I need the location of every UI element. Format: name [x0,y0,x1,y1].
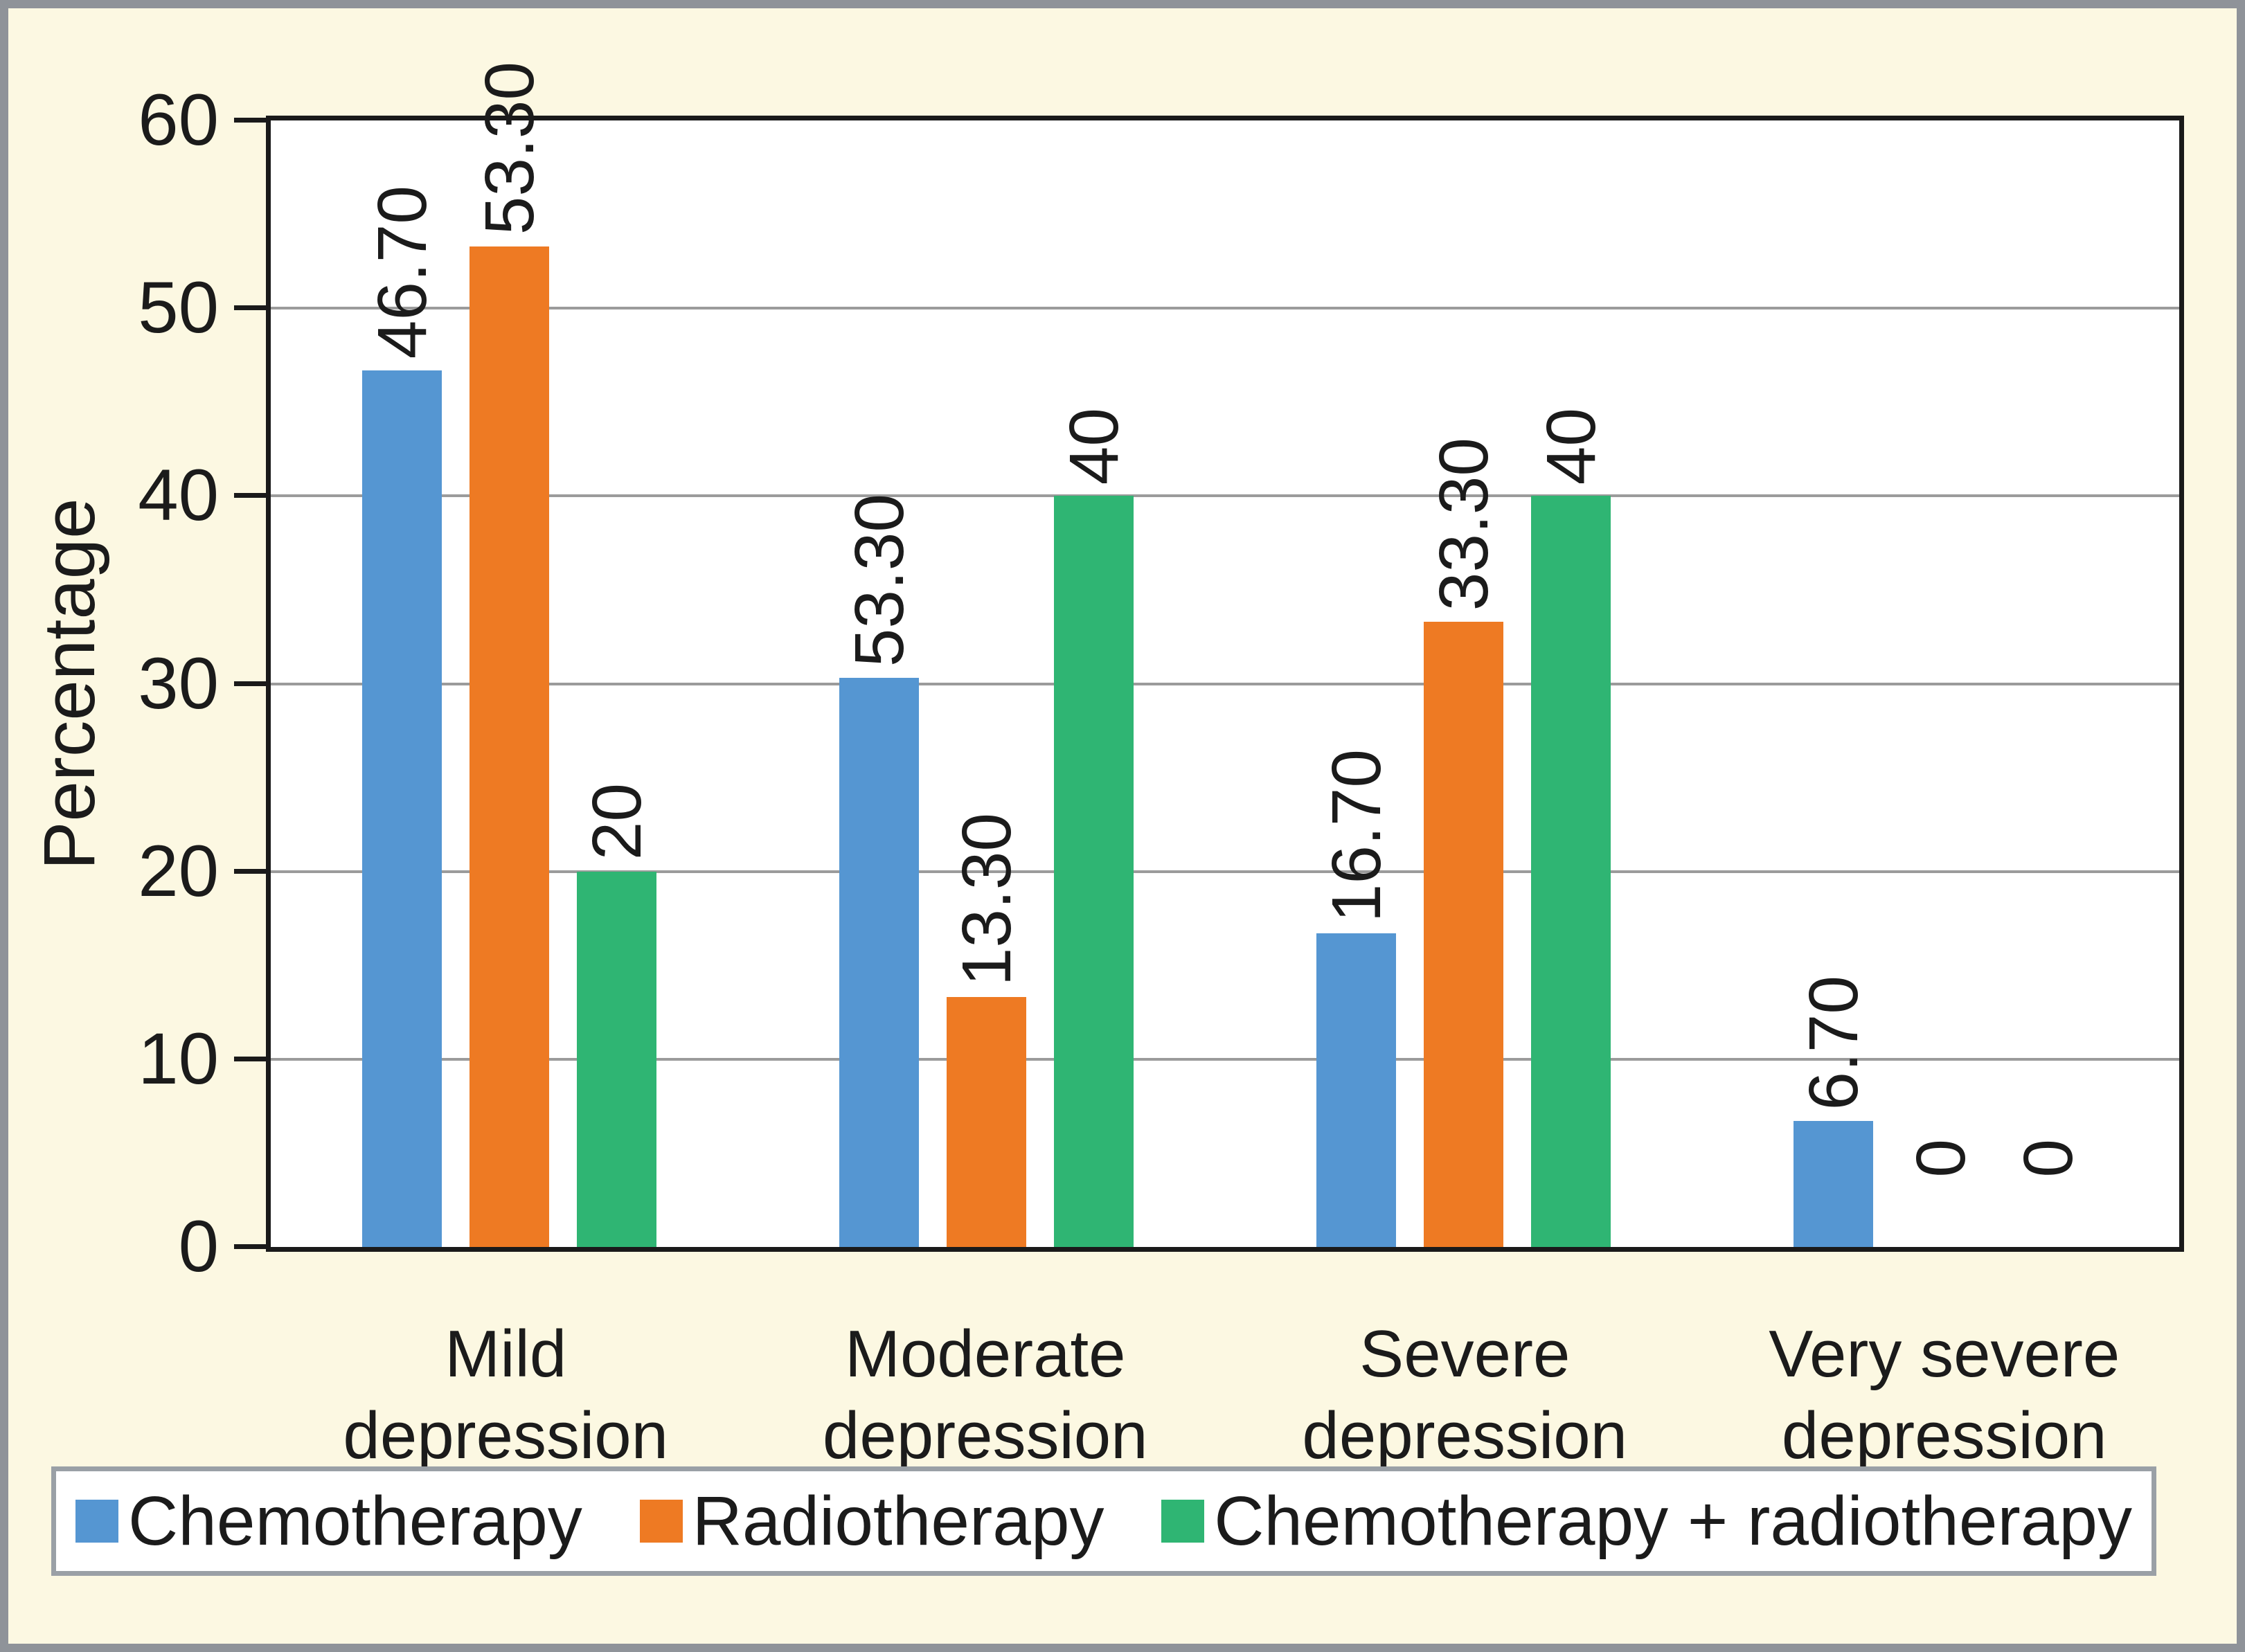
bar-value-label: 0 [2009,1139,2087,1178]
category-label-line: Moderate [844,1317,1126,1391]
category-label-line: depression [1781,1399,2107,1473]
bar-cell: 0 [2008,120,2088,1247]
gridline-30 [271,682,2179,685]
bar [1424,622,1503,1247]
category-label-line: Mild [445,1317,567,1391]
bar-value-label: 13.30 [947,813,1026,987]
y-tick-label-50: 50 [138,267,219,349]
y-tick-50 [234,305,266,311]
bar-value-label: 6.70 [1794,975,1872,1111]
legend: Chemotherapy Radiotherapy Chemotherapy + r… [51,1466,2156,1576]
bar-cell: 33.30 [1424,120,1503,1247]
bar-value-label: 53.30 [470,62,548,235]
category-label-line: Severe [1359,1317,1571,1391]
gridline-40 [271,494,2179,498]
bar-cell: 0 [1901,120,1980,1247]
bar-value-label: 20 [578,783,656,861]
category-label-line: depression [343,1399,669,1473]
gridline-50 [271,307,2179,310]
y-tick-30 [234,681,266,686]
category-label: Severe depression [1225,1313,1705,1477]
y-tick-0 [234,1244,266,1249]
bar [1316,933,1396,1247]
category-label: Mild depression [266,1313,746,1477]
legend-swatch-icon [639,1500,683,1543]
y-tick-label-10: 10 [138,1018,219,1099]
bar-value-label: 33.30 [1424,437,1503,611]
bar-value-label: 46.70 [363,186,441,359]
bar-value-label: 40 [1532,408,1610,485]
y-tick-10 [234,1056,266,1061]
y-tick-label-40: 40 [138,455,219,537]
bar-group-2: 53.30 13.30 40 [748,120,1225,1247]
category-label-line: depression [822,1399,1148,1473]
y-tick-label-30: 30 [138,643,219,724]
bar-cell: 53.30 [839,120,919,1247]
legend-item: Chemotherapy + radiotherapy [1161,1483,2132,1559]
category-label: Very severe depression [1705,1313,2185,1477]
plot-inner: 0 10 20 30 40 50 60 46.70 53.30 20 53.30 13.30 40 16… [138,62,2179,1285]
bar-value-label: 16.70 [1317,748,1395,923]
bar [839,678,919,1247]
bar-group-3: 16.70 33.30 40 [1225,120,1702,1247]
bar-cell: 40 [1531,120,1611,1247]
y-tick-label-20: 20 [138,830,219,912]
category-label: Moderate depression [746,1313,1226,1477]
legend-label: Chemotherapy + radiotherapy [1214,1482,2132,1560]
gridline-10 [271,1057,2179,1061]
category-label-line: depression [1302,1399,1628,1473]
y-tick-label-60: 60 [138,80,219,161]
bar [947,997,1026,1247]
y-tick-20 [234,868,266,874]
y-tick-label-0: 0 [178,1206,219,1287]
plot-area: 0 10 20 30 40 50 60 46.70 53.30 20 53.30 13.30 40 16… [29,62,2184,1285]
bar [1794,1121,1873,1247]
bar [1531,496,1611,1247]
gridline-20 [271,870,2179,873]
legend-item: Radiotherapy [639,1482,1104,1560]
bar-value-label: 40 [1055,408,1133,485]
bar-group-1: 46.70 53.30 20 [271,62,748,1247]
y-tick-40 [234,493,266,499]
bar-cell: 53.30 [469,62,549,1247]
bar-group-4: 6.70 0 0 [1702,120,2179,1247]
bar [577,871,656,1247]
y-tick-60 [234,118,266,123]
bar-cell: 46.70 [362,120,442,1247]
legend-swatch-icon [1161,1500,1205,1543]
bar-value-label: 53.30 [840,494,918,667]
bar-cell: 16.70 [1316,120,1396,1247]
bar-cell: 13.30 [947,120,1026,1247]
bar [469,246,549,1247]
legend-label: Chemotherapy [128,1482,582,1560]
bar-cell: 40 [1054,120,1134,1247]
legend-label: Radiotherapy [692,1482,1104,1560]
legend-swatch-icon [75,1500,118,1543]
x-axis-category-labels: Mild depression Moderate depression Severe de… [266,1313,2184,1493]
bar-value-label: 0 [1902,1139,1980,1178]
bar [1054,496,1134,1247]
legend-item: Chemotherapy [75,1483,582,1559]
bar [362,370,442,1247]
bar-cell: 20 [577,120,656,1247]
category-label-line: Very severe [1769,1317,2120,1391]
bar-cell: 6.70 [1794,120,1873,1247]
